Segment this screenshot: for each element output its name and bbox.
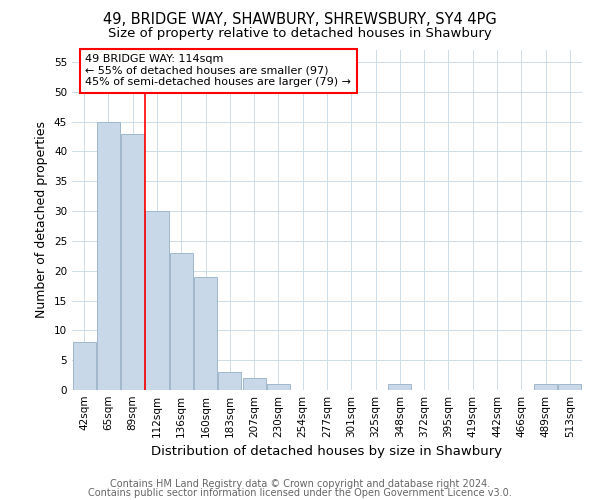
Bar [73,342,95,390]
Bar [170,253,193,390]
Bar [218,372,241,390]
Bar [534,384,557,390]
Y-axis label: Number of detached properties: Number of detached properties [35,122,49,318]
Bar [121,134,144,390]
Bar [194,276,217,390]
Text: 49, BRIDGE WAY, SHAWBURY, SHREWSBURY, SY4 4PG: 49, BRIDGE WAY, SHAWBURY, SHREWSBURY, SY… [103,12,497,28]
Text: Contains HM Land Registry data © Crown copyright and database right 2024.: Contains HM Land Registry data © Crown c… [110,479,490,489]
Bar [388,384,412,390]
Bar [145,211,169,390]
Text: Contains public sector information licensed under the Open Government Licence v3: Contains public sector information licen… [88,488,512,498]
Bar [242,378,266,390]
X-axis label: Distribution of detached houses by size in Shawbury: Distribution of detached houses by size … [151,446,503,458]
Text: 49 BRIDGE WAY: 114sqm
← 55% of detached houses are smaller (97)
45% of semi-deta: 49 BRIDGE WAY: 114sqm ← 55% of detached … [85,54,352,88]
Bar [97,122,120,390]
Bar [559,384,581,390]
Bar [267,384,290,390]
Text: Size of property relative to detached houses in Shawbury: Size of property relative to detached ho… [108,28,492,40]
